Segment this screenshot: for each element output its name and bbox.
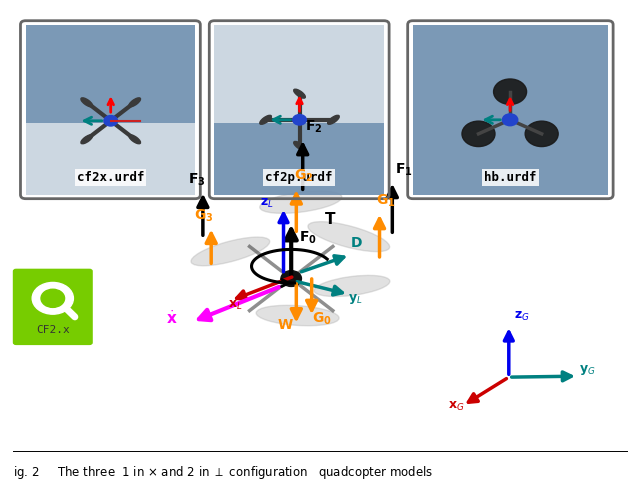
Ellipse shape bbox=[308, 222, 390, 251]
Text: cf2x.urdf: cf2x.urdf bbox=[77, 171, 144, 184]
Text: $\mathbf{G_0}$: $\mathbf{G_0}$ bbox=[312, 311, 332, 327]
Text: ig. 2     The three  1 in $\times$ and 2 in $\perp$ configuration   quadcopter m: ig. 2 The three 1 in $\times$ and 2 in $… bbox=[13, 464, 433, 481]
Text: CF2.x: CF2.x bbox=[36, 325, 70, 335]
Text: $\mathbf{G_2}$: $\mathbf{G_2}$ bbox=[294, 168, 314, 184]
Circle shape bbox=[493, 79, 527, 105]
Ellipse shape bbox=[191, 237, 269, 266]
Ellipse shape bbox=[81, 98, 93, 107]
Text: $\mathbf{G_3}$: $\mathbf{G_3}$ bbox=[194, 208, 214, 224]
Ellipse shape bbox=[260, 115, 271, 124]
Circle shape bbox=[41, 289, 65, 308]
Circle shape bbox=[281, 271, 301, 286]
Ellipse shape bbox=[328, 115, 339, 124]
Text: $\mathbf{F_1}$: $\mathbf{F_1}$ bbox=[395, 162, 413, 178]
Text: $\mathbf{F_2}$: $\mathbf{F_2}$ bbox=[305, 118, 323, 135]
Text: $\mathbf{x}_{G}$: $\mathbf{x}_{G}$ bbox=[448, 400, 465, 413]
Ellipse shape bbox=[294, 89, 305, 98]
Text: $\mathbf{z}_{G}$: $\mathbf{z}_{G}$ bbox=[514, 310, 530, 323]
Text: hb.urdf: hb.urdf bbox=[484, 171, 537, 184]
Bar bbox=[26, 123, 195, 195]
Circle shape bbox=[104, 115, 118, 126]
Circle shape bbox=[292, 114, 307, 125]
Text: $\mathbf{F_3}$: $\mathbf{F_3}$ bbox=[188, 172, 205, 188]
Text: cf2p.urdf: cf2p.urdf bbox=[266, 171, 333, 184]
FancyBboxPatch shape bbox=[13, 269, 93, 345]
Ellipse shape bbox=[294, 141, 305, 150]
Text: $\dot{\mathbf{x}}$: $\dot{\mathbf{x}}$ bbox=[166, 309, 178, 327]
Ellipse shape bbox=[256, 305, 339, 326]
Bar bbox=[413, 25, 608, 128]
Circle shape bbox=[502, 114, 518, 126]
Circle shape bbox=[525, 121, 558, 146]
Bar bbox=[26, 25, 195, 123]
Circle shape bbox=[462, 121, 495, 146]
Circle shape bbox=[32, 282, 74, 314]
Text: $\mathbf{y}_L$: $\mathbf{y}_L$ bbox=[348, 292, 362, 306]
Bar bbox=[413, 128, 608, 195]
Ellipse shape bbox=[129, 98, 141, 107]
Text: $\mathbf{D}$: $\mathbf{D}$ bbox=[350, 236, 363, 250]
Text: $\mathbf{T}$: $\mathbf{T}$ bbox=[324, 211, 337, 227]
Bar bbox=[214, 123, 384, 195]
Text: $\mathbf{z}_L$: $\mathbf{z}_L$ bbox=[260, 196, 274, 210]
Text: $\mathbf{x}_L$: $\mathbf{x}_L$ bbox=[228, 299, 243, 312]
Ellipse shape bbox=[81, 135, 93, 144]
Text: $\mathbf{F_0}$: $\mathbf{F_0}$ bbox=[299, 230, 317, 246]
Text: $\mathbf{W}$: $\mathbf{W}$ bbox=[277, 318, 294, 332]
Ellipse shape bbox=[129, 135, 141, 144]
Bar bbox=[214, 25, 384, 123]
Text: $\mathbf{y}_{G}$: $\mathbf{y}_{G}$ bbox=[579, 363, 596, 377]
Ellipse shape bbox=[260, 191, 342, 213]
Text: $\mathbf{G_1}$: $\mathbf{G_1}$ bbox=[376, 192, 396, 209]
Ellipse shape bbox=[314, 276, 390, 296]
